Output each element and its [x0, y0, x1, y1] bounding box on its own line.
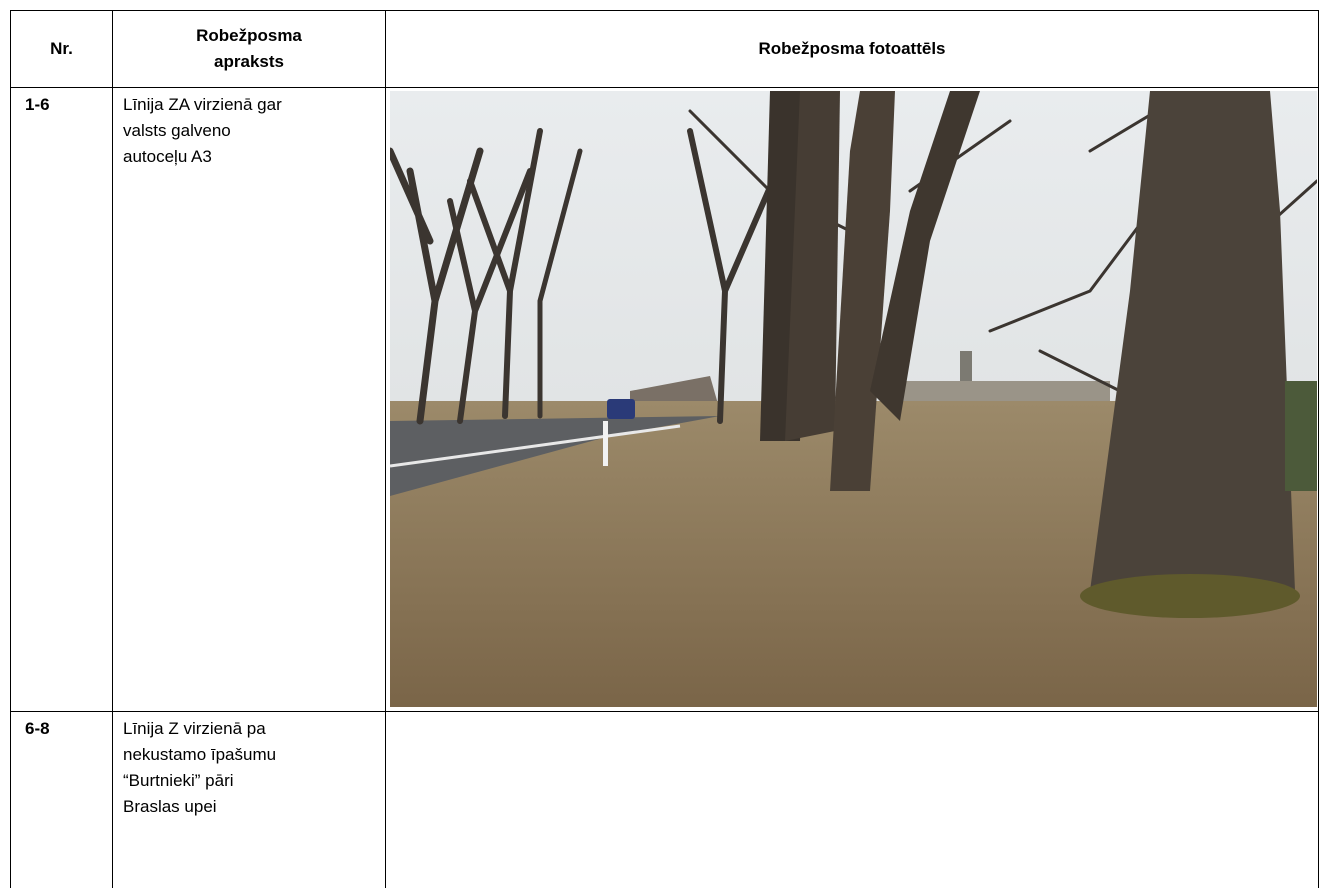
header-cell: Nr. — [11, 11, 113, 88]
header-cell: Robežposma apraksts — [113, 11, 386, 88]
photo-cell — [386, 712, 1319, 888]
description-cell: Līnija ZA virzienā gar valsts galveno au… — [113, 88, 386, 712]
table-row: 1-6 Līnija ZA virzienā gar valsts galven… — [11, 88, 1319, 712]
description-text: Līnija ZA virzienā gar valsts galveno au… — [123, 92, 293, 170]
nr-cell: 6-8 — [11, 712, 113, 888]
header-cell: Robežposma fotoattēls — [386, 11, 1319, 88]
page: Nr. Robežposma apraksts Robežposma fotoa… — [0, 0, 1320, 888]
table-row: 6-8 Līnija Z virzienā pa nekustamo īpašu… — [11, 712, 1319, 888]
description-text: Līnija Z virzienā pa nekustamo īpašumu “… — [123, 716, 293, 820]
boundary-table: Nr. Robežposma apraksts Robežposma fotoa… — [10, 10, 1319, 888]
nr-cell: 1-6 — [11, 88, 113, 712]
header-text: Robežposma apraksts — [169, 23, 329, 75]
photo-cell — [386, 88, 1319, 712]
header-row: Nr. Robežposma apraksts Robežposma fotoa… — [11, 11, 1319, 88]
description-cell: Līnija Z virzienā pa nekustamo īpašumu “… — [113, 712, 386, 888]
boundary-photo — [390, 91, 1317, 707]
